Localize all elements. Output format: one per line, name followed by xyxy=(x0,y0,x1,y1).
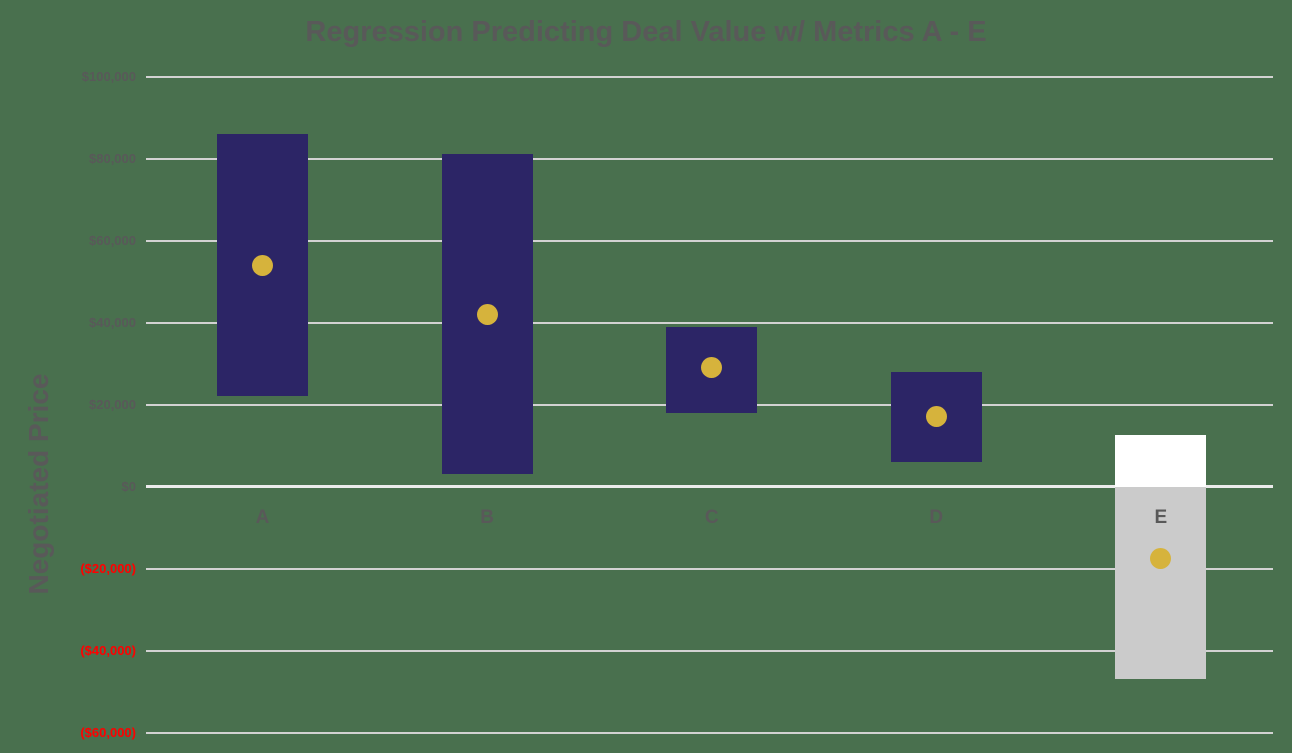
y-tick-label: $40,000 xyxy=(89,314,136,330)
y-tick-label: $100,000 xyxy=(81,68,136,84)
gridline xyxy=(146,321,1273,324)
range-bar-E-positive xyxy=(1115,435,1207,487)
zero-axis-line xyxy=(146,485,1273,488)
y-tick-label: $60,000 xyxy=(89,232,136,248)
y-tick-label: ($60,000) xyxy=(80,724,136,740)
y-tick-label: ($20,000) xyxy=(80,560,136,576)
category-label-C: C xyxy=(704,507,719,528)
y-tick-label: $0 xyxy=(121,478,136,494)
prediction-dot-B xyxy=(476,303,498,325)
category-label-A: A xyxy=(255,507,270,528)
prediction-dot-A xyxy=(252,254,273,276)
category-label-B: B xyxy=(480,507,494,528)
gridline xyxy=(146,649,1273,652)
y-tick-label: ($40,000) xyxy=(80,642,136,658)
chart-title: Regression Predicting Deal Value w/ Metr… xyxy=(305,16,987,48)
prediction-dot-E xyxy=(1150,547,1172,569)
gridline xyxy=(146,239,1273,242)
gridline xyxy=(146,731,1273,734)
prediction-dot-D xyxy=(925,406,947,428)
category-label-D: D xyxy=(929,507,944,528)
y-tick-label: $20,000 xyxy=(89,396,136,412)
gridline xyxy=(146,75,1273,78)
gridline xyxy=(146,567,1273,570)
range-bar-E-negative xyxy=(1115,486,1207,680)
prediction-dot-C xyxy=(701,357,723,379)
y-tick-label: $80,000 xyxy=(89,150,136,166)
gridline xyxy=(146,157,1273,160)
category-label-E: E xyxy=(1154,507,1168,528)
